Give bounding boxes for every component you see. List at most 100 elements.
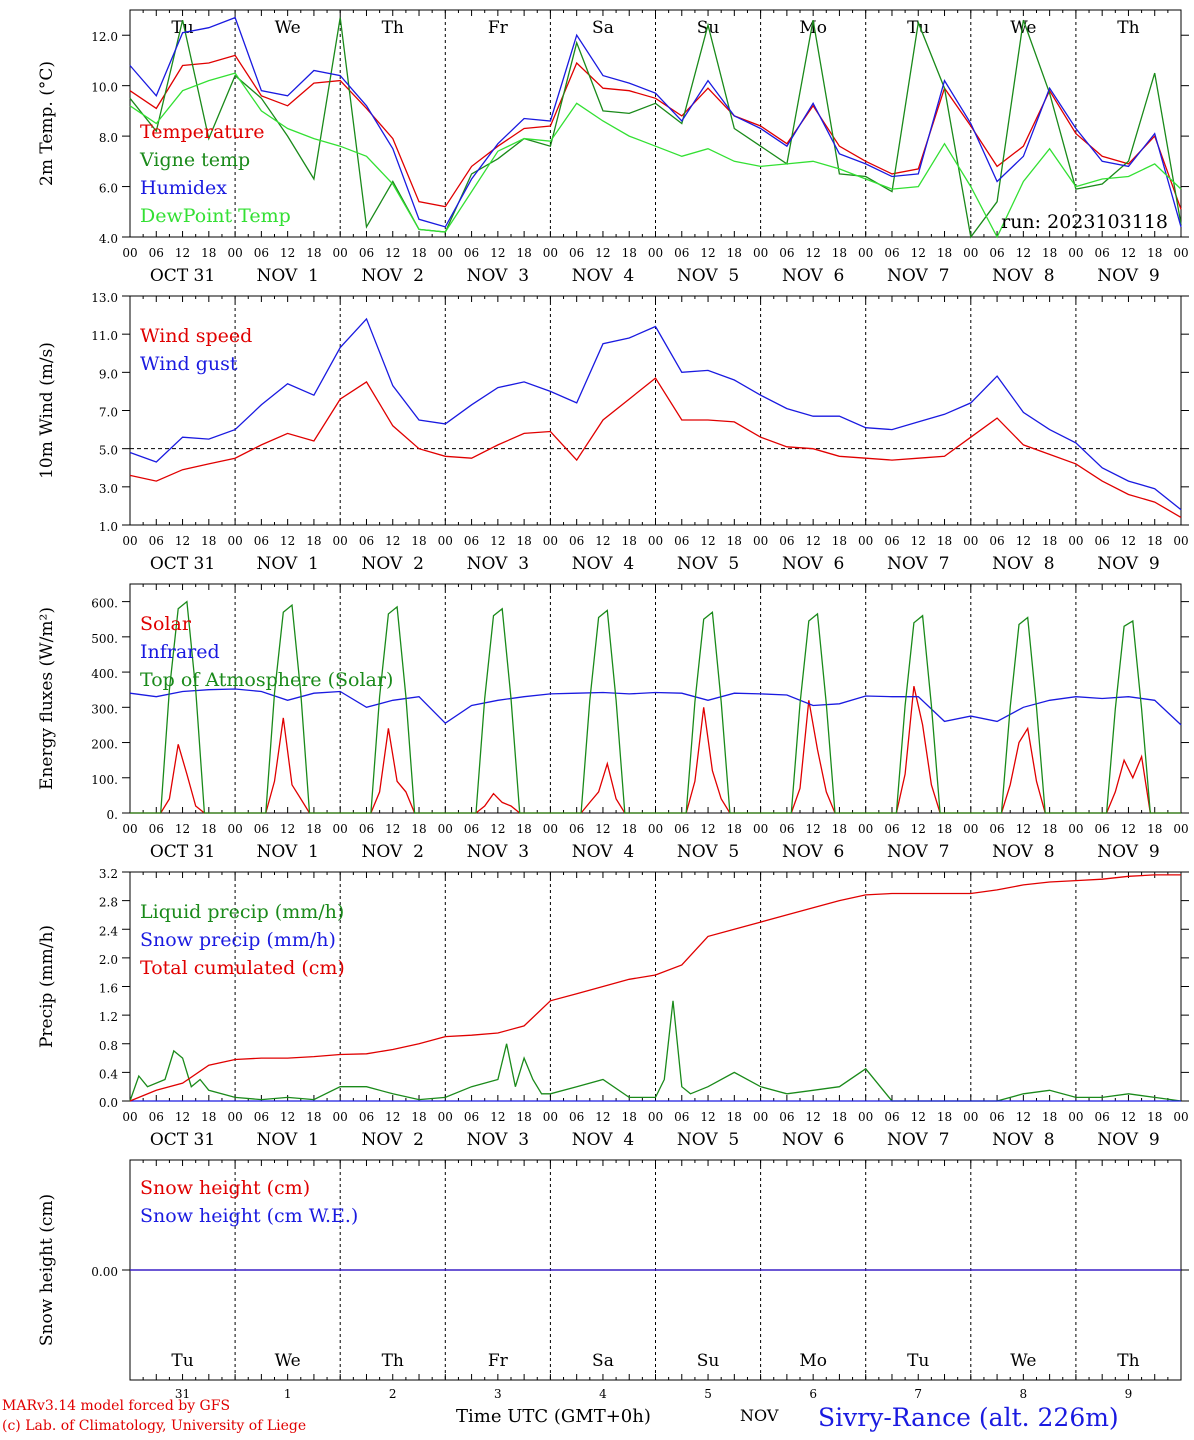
day-number-label: 3	[494, 1387, 502, 1401]
station-label: Sivry-Rance (alt. 226m)	[818, 1403, 1119, 1432]
hour-tick-label: 00	[543, 534, 558, 548]
hour-tick-label: 00	[648, 1110, 663, 1124]
date-label: NOV 5	[677, 1130, 739, 1150]
hour-tick-label: 06	[569, 822, 584, 836]
legend-entry: Liquid precip (mm/h)	[140, 901, 344, 923]
hour-tick-label: 18	[1042, 822, 1057, 836]
hour-tick-label: 18	[306, 534, 321, 548]
y-tick-label: 11.0	[91, 329, 118, 343]
hour-tick-label: 18	[622, 534, 637, 548]
hour-tick-label: 00	[333, 534, 348, 548]
y-tick-label: 5.0	[99, 444, 118, 458]
hour-tick-label: 06	[359, 1110, 374, 1124]
hour-tick-label: 18	[201, 246, 216, 260]
weekday-label: We	[1010, 1351, 1036, 1371]
series-line	[129, 874, 1181, 1102]
y-tick-label: 6.0	[99, 182, 118, 196]
hour-tick-label: 12	[806, 534, 821, 548]
hour-tick-label: 18	[411, 822, 426, 836]
weekday-label: We	[1010, 18, 1036, 38]
hour-tick-label: 00	[122, 822, 137, 836]
date-label: NOV 5	[677, 842, 739, 862]
y-tick-label: 500.	[91, 632, 118, 646]
hour-tick-label: 12	[1016, 534, 1031, 548]
date-label: NOV 2	[362, 554, 424, 574]
y-tick-label: 600.	[91, 597, 118, 611]
hour-tick-label: 18	[937, 534, 952, 548]
hour-tick-label: 18	[727, 534, 742, 548]
hour-tick-label: 06	[569, 534, 584, 548]
y-axis-label: Snow height (cm)	[37, 1194, 57, 1346]
hour-tick-label: 12	[595, 246, 610, 260]
hour-tick-label: 00	[648, 534, 663, 548]
date-label: NOV 3	[467, 554, 529, 574]
hour-tick-label: 06	[149, 534, 164, 548]
hour-tick-label: 12	[700, 822, 715, 836]
y-tick-label: 1.6	[99, 982, 118, 996]
hour-tick-label: 00	[1068, 1110, 1083, 1124]
y-tick-label: 9.0	[99, 367, 118, 381]
y-tick-label: 3.2	[99, 867, 118, 881]
hour-tick-label: 12	[490, 246, 505, 260]
hour-tick-label: 12	[911, 1110, 926, 1124]
legend-entry: Vigne temp	[139, 149, 250, 171]
hour-tick-label: 00	[963, 246, 978, 260]
day-number-label: 4	[599, 1387, 607, 1401]
hour-tick-label: 00	[1068, 822, 1083, 836]
hour-tick-label: 00	[1068, 534, 1083, 548]
legend-entry: Temperature	[140, 121, 264, 143]
hour-tick-label: 12	[700, 534, 715, 548]
hour-tick-label: 18	[516, 822, 531, 836]
hour-tick-label: 18	[1042, 1110, 1057, 1124]
date-label: NOV 1	[256, 842, 318, 862]
hour-tick-label: 12	[175, 1110, 190, 1124]
hour-tick-label: 18	[411, 1110, 426, 1124]
hour-tick-label: 06	[359, 534, 374, 548]
hour-tick-label: 06	[149, 822, 164, 836]
hour-tick-label: 18	[516, 1110, 531, 1124]
hour-tick-label: 12	[1121, 246, 1136, 260]
hour-tick-label: 18	[832, 822, 847, 836]
hour-tick-label: 00	[227, 822, 242, 836]
hour-tick-label: 00	[648, 246, 663, 260]
date-label: NOV 9	[1097, 842, 1159, 862]
hour-tick-label: 06	[1095, 822, 1110, 836]
weekday-label: Th	[382, 18, 404, 38]
date-label: NOV 7	[887, 554, 949, 574]
date-label: NOV 2	[362, 266, 424, 286]
hour-tick-label: 12	[175, 246, 190, 260]
weekday-label: Su	[697, 1351, 720, 1371]
hour-tick-label: 06	[989, 246, 1004, 260]
weekday-label: We	[275, 18, 301, 38]
hour-tick-label: 18	[1147, 246, 1162, 260]
hour-tick-label: 00	[1173, 246, 1188, 260]
hour-tick-label: 12	[1121, 534, 1136, 548]
hour-tick-label: 18	[306, 246, 321, 260]
y-tick-label: 2.4	[99, 924, 118, 938]
series-line	[129, 688, 1182, 726]
date-label: OCT 31	[150, 1130, 215, 1150]
hour-tick-label: 18	[727, 822, 742, 836]
hour-tick-label: 06	[674, 822, 689, 836]
hour-tick-label: 00	[1068, 246, 1083, 260]
hour-tick-label: 12	[1016, 822, 1031, 836]
hour-tick-label: 12	[911, 822, 926, 836]
date-label: OCT 31	[150, 266, 215, 286]
y-tick-label: 300.	[91, 702, 118, 716]
date-label: NOV 3	[467, 842, 529, 862]
series-line	[129, 16, 1182, 228]
date-label: NOV 4	[572, 554, 634, 574]
weekday-label: We	[275, 1351, 301, 1371]
hour-tick-label: 06	[254, 534, 269, 548]
hour-tick-label: 00	[438, 246, 453, 260]
date-label: NOV 5	[677, 266, 739, 286]
hour-tick-label: 12	[595, 1110, 610, 1124]
hour-tick-label: 12	[490, 1110, 505, 1124]
hour-tick-label: 06	[884, 1110, 899, 1124]
hour-tick-label: 00	[858, 246, 873, 260]
hour-tick-label: 00	[438, 534, 453, 548]
y-axis-label: 10m Wind (m/s)	[37, 342, 57, 479]
y-tick-label: 400.	[91, 667, 118, 681]
date-label: NOV 8	[992, 842, 1054, 862]
